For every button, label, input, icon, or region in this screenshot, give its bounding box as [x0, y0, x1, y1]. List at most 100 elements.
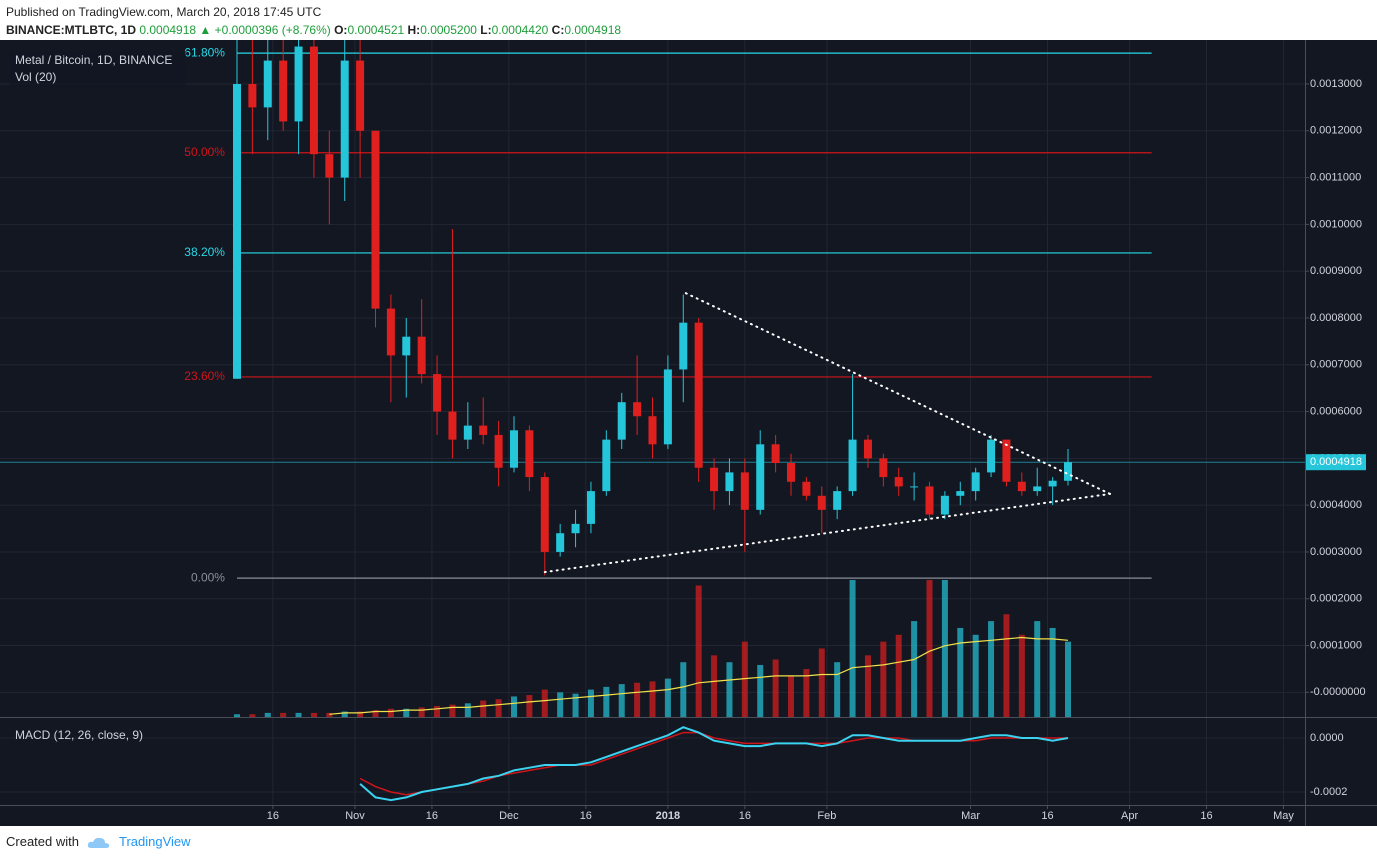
volume-bar	[249, 714, 256, 717]
last-price-box	[1306, 454, 1366, 471]
volume-bar	[1034, 621, 1041, 717]
candle-body	[1033, 486, 1042, 492]
volume-bar	[341, 711, 348, 717]
x-tick-label: 16	[426, 810, 438, 822]
volume-bar	[264, 712, 271, 717]
x-tick-label: Feb	[817, 810, 836, 822]
volume-bar	[310, 712, 317, 717]
volume-bar	[711, 655, 718, 717]
candle-body	[1048, 480, 1057, 487]
volume-bar	[618, 684, 625, 717]
y-tick-label: -0.0000000	[1310, 686, 1366, 698]
volume-bar	[941, 580, 948, 717]
candle-body	[648, 416, 657, 445]
volume-bar	[526, 695, 533, 717]
candle-body	[571, 523, 580, 534]
price: 0.0004918	[139, 23, 197, 37]
last-price-label: 0.0004918	[1310, 456, 1362, 468]
volume-legend: Vol (20)	[15, 70, 56, 84]
volume-bar	[895, 634, 902, 717]
y-tick-label: 0.0012000	[1310, 125, 1362, 137]
candle-body	[863, 439, 872, 459]
y-tick-label: 0.0013000	[1310, 78, 1362, 90]
volume-bar	[1049, 627, 1056, 717]
candle-body	[309, 46, 318, 155]
candle-body	[586, 491, 595, 524]
fib-label: 50.00%	[184, 145, 225, 159]
volume-bar	[418, 707, 425, 717]
candle-body	[402, 336, 411, 356]
trendline	[543, 492, 1112, 574]
candle-body	[494, 434, 503, 468]
candle-body	[787, 463, 796, 482]
y-tick-label: 0.0008000	[1310, 312, 1362, 324]
x-tick-label: 16	[739, 810, 751, 822]
candle-body	[663, 369, 672, 445]
candle-body	[1064, 462, 1073, 481]
volume-bar	[834, 662, 841, 717]
arrow: ▲	[199, 23, 212, 37]
candle-body	[448, 411, 457, 440]
logo	[87, 837, 110, 848]
footer: Created with TradingView	[6, 834, 191, 849]
volume-bar	[449, 704, 456, 717]
y-tick-label: 0.0001000	[1310, 639, 1362, 651]
x-tick-label: Nov	[345, 810, 365, 822]
published: Published on TradingView.com, March 20, …	[6, 5, 322, 19]
macd-tick-label: 0.0000	[1310, 732, 1344, 744]
candle-body	[879, 458, 888, 478]
l-label: L:	[480, 23, 492, 37]
x-tick-label: 16	[267, 810, 279, 822]
candle-body	[294, 46, 303, 122]
candle-body	[848, 439, 857, 492]
fib-label: 23.60%	[184, 369, 225, 383]
x-tick-label: 16	[1200, 810, 1212, 822]
candle-body	[356, 60, 365, 131]
candle-body	[371, 130, 380, 309]
volume-bar	[849, 580, 856, 717]
candle-body	[771, 444, 780, 464]
volume-bar	[680, 662, 687, 717]
candle-body	[971, 472, 980, 492]
x-tick-label: Mar	[961, 810, 980, 822]
change: +0.0000396 (+8.76%)	[214, 23, 331, 37]
candle-body	[433, 374, 442, 412]
candle-body	[910, 486, 919, 488]
candle-body	[710, 467, 719, 492]
volume-bar	[541, 689, 548, 717]
volume-bar	[757, 664, 764, 717]
volume-bar	[510, 696, 517, 717]
candle-body	[802, 481, 811, 496]
y-tick-label: 0.0009000	[1310, 265, 1362, 277]
volume-bar	[480, 700, 487, 717]
h: 0.0005200	[420, 23, 477, 37]
candle-body	[833, 491, 842, 510]
volume-bar	[972, 634, 979, 717]
candle-body	[956, 491, 965, 496]
x-tick-label: 2018	[656, 810, 680, 822]
volume-bar	[634, 682, 641, 717]
volume-bar	[726, 662, 733, 717]
brand: TradingView	[118, 834, 191, 849]
o: 0.0004521	[347, 23, 405, 37]
candle-body	[725, 472, 734, 492]
volume-bar	[741, 641, 748, 717]
volume-bar	[603, 686, 610, 717]
fib-label: 0.00%	[191, 570, 225, 584]
volume-bar	[233, 714, 240, 717]
candle-body	[325, 154, 334, 178]
volume-bar	[1003, 614, 1010, 717]
x-tick-label: 16	[1041, 810, 1053, 822]
candle-body	[987, 439, 996, 473]
volume-bar	[772, 659, 779, 717]
volume-bar	[803, 669, 810, 717]
macd-line	[359, 726, 1069, 802]
candle-body	[279, 60, 288, 122]
volume-bar	[988, 621, 995, 717]
volume-bar	[664, 678, 671, 717]
volume-bar	[957, 627, 964, 717]
volume-bar	[434, 706, 441, 717]
volume-bar	[587, 689, 594, 717]
